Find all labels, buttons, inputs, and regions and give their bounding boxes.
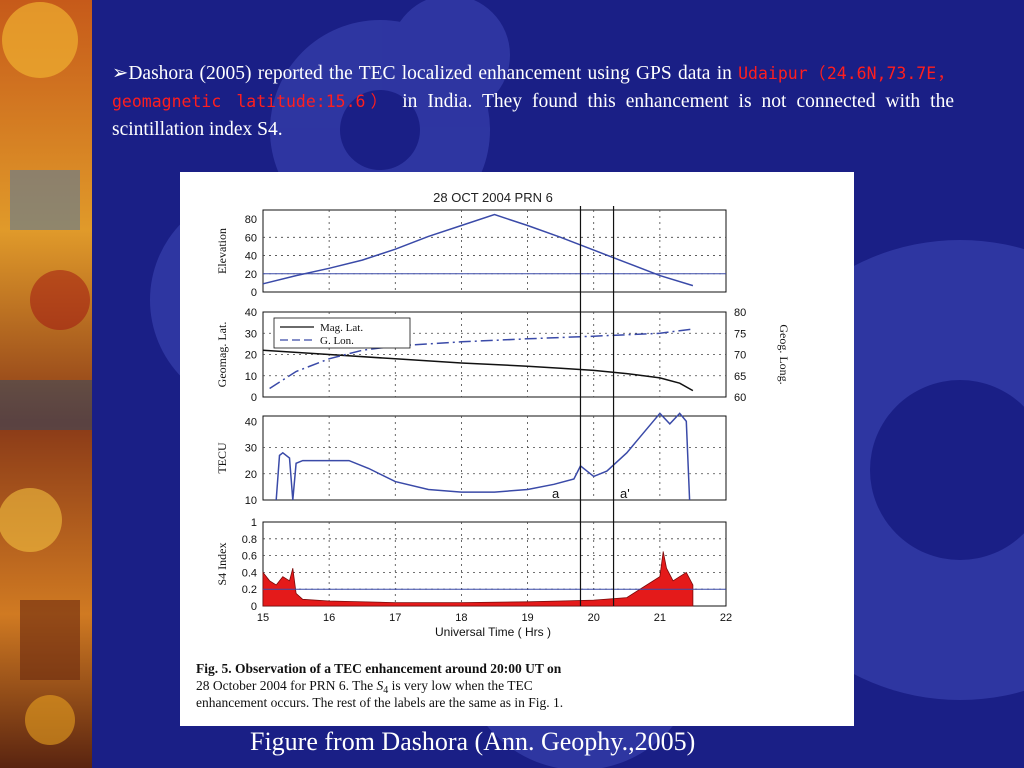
panel-geomag-lat: 0 10 20 30 40 Geomag. Lat. 60 65 70 75 80 Geog. Lon… (215, 307, 791, 404)
decorative-side-strip (0, 0, 92, 768)
y2-tick-label: 70 (734, 350, 746, 362)
y-tick-label: 30 (245, 443, 257, 455)
y2-tick-label: 80 (734, 307, 746, 319)
y-tick-label: 0 (251, 287, 257, 299)
arrow-bullet-icon: ➢ (112, 63, 129, 84)
panel-tecu: 10 20 30 40 TECU (215, 412, 727, 507)
x-tick-label: 19 (521, 612, 533, 624)
y2-tick-label: 60 (734, 392, 746, 404)
side-strip-shapes (0, 2, 92, 745)
figure-note-line3: enhancement occurs. The rest of the labe… (196, 695, 563, 710)
x-tick-label: 20 (588, 612, 600, 624)
side-strip-art (0, 0, 92, 768)
figure-note-line2-post: is very low when the TEC (388, 678, 532, 693)
y2-tick-label: 75 (734, 328, 746, 340)
y-tick-label: 10 (245, 371, 257, 383)
y-tick-label: 30 (245, 328, 257, 340)
figure-note-line2: 28 October 2004 for PRN 6. The S4 is ver… (196, 678, 533, 696)
y-tick-label: 0 (251, 601, 257, 613)
y-axis-label: Geomag. Lat. (215, 322, 229, 388)
y-tick-label: 20 (245, 469, 257, 481)
y-tick-label: 0 (251, 392, 257, 404)
legend-label-g-lon: G. Lon. (320, 335, 354, 347)
y-axis-label: Elevation (215, 228, 229, 274)
marker-a: a (552, 486, 560, 501)
bullet-suffix: in India. They found this enhancement is… (112, 91, 954, 140)
x-axis-label: Universal Time ( Hrs ) (435, 625, 551, 639)
x-tick-label: 21 (654, 612, 666, 624)
y-tick-label: 1 (251, 517, 257, 529)
panel-frame (262, 209, 727, 293)
tecu-line (275, 412, 691, 501)
s4-index-area (262, 551, 694, 607)
x-tick-label: 15 (257, 612, 269, 624)
y-tick-label: 40 (245, 251, 257, 263)
y-tick-label: 20 (245, 350, 257, 362)
legend-label-mag-lat: Mag. Lat. (320, 322, 363, 334)
y-tick-label: 10 (245, 495, 257, 507)
mag-lat-line (262, 349, 694, 392)
y2-tick-label: 65 (734, 371, 746, 383)
x-tick-label: 16 (323, 612, 335, 624)
y-tick-label: 0.8 (242, 534, 257, 546)
y-tick-label: 80 (245, 214, 257, 226)
y-tick-label: 40 (245, 307, 257, 319)
figure-note-s4: S (376, 678, 383, 693)
y-tick-label: 60 (245, 232, 257, 244)
panel-frame (262, 415, 727, 501)
figure-panel: 28 OCT 2004 PRN 6 0 20 40 60 80 Elevation 0 10… (180, 172, 854, 726)
figure-caption: Figure from Dashora (Ann. Geophy.,2005) (250, 727, 696, 756)
location-highlight: Udaipur（24.6N,73.7E，geomagnetic latitude… (112, 64, 955, 111)
figure-title: 28 OCT 2004 PRN 6 (433, 190, 553, 205)
y-tick-label: 40 (245, 416, 257, 428)
y-axis-label: TECU (215, 442, 229, 474)
legend-box (273, 317, 411, 349)
bullet-prefix: Dashora (2005) reported the TEC localize… (128, 63, 732, 84)
bullet-text: ➢Dashora (2005) reported the TEC localiz… (112, 60, 954, 144)
y-tick-label: 0.4 (242, 567, 257, 579)
gear-hole-decoration (340, 90, 1024, 560)
x-tick-label: 18 (455, 612, 467, 624)
geog-lon-line (269, 328, 693, 390)
figure-note-line1: Fig. 5. Observation of a TEC enhancement… (196, 661, 562, 676)
panel-elevation: 0 20 40 60 80 Elevation (215, 209, 727, 299)
x-tick-label: 17 (389, 612, 401, 624)
y-tick-label: 0.2 (242, 584, 257, 596)
y-tick-label: 20 (245, 269, 257, 281)
y-axis-label: S4 Index (215, 543, 229, 586)
y-tick-label: 0.6 (242, 551, 257, 563)
marker-a-prime: a' (620, 486, 630, 501)
figure-note-line2-pre: 28 October 2004 for PRN 6. The (196, 678, 376, 693)
figure-note-line1-text: Fig. 5. Observation of a TEC enhancement… (196, 661, 562, 676)
figure-note-s4-sub: 4 (383, 685, 388, 696)
x-tick-label: 22 (720, 612, 732, 624)
y2-axis-label: Geog. Long. (777, 324, 791, 384)
panel-s4-index: 0 0.2 0.4 0.6 0.8 1 S4 Index 15 16 17 18 19 20 21 22 (215, 517, 732, 624)
elevation-line (262, 213, 694, 287)
